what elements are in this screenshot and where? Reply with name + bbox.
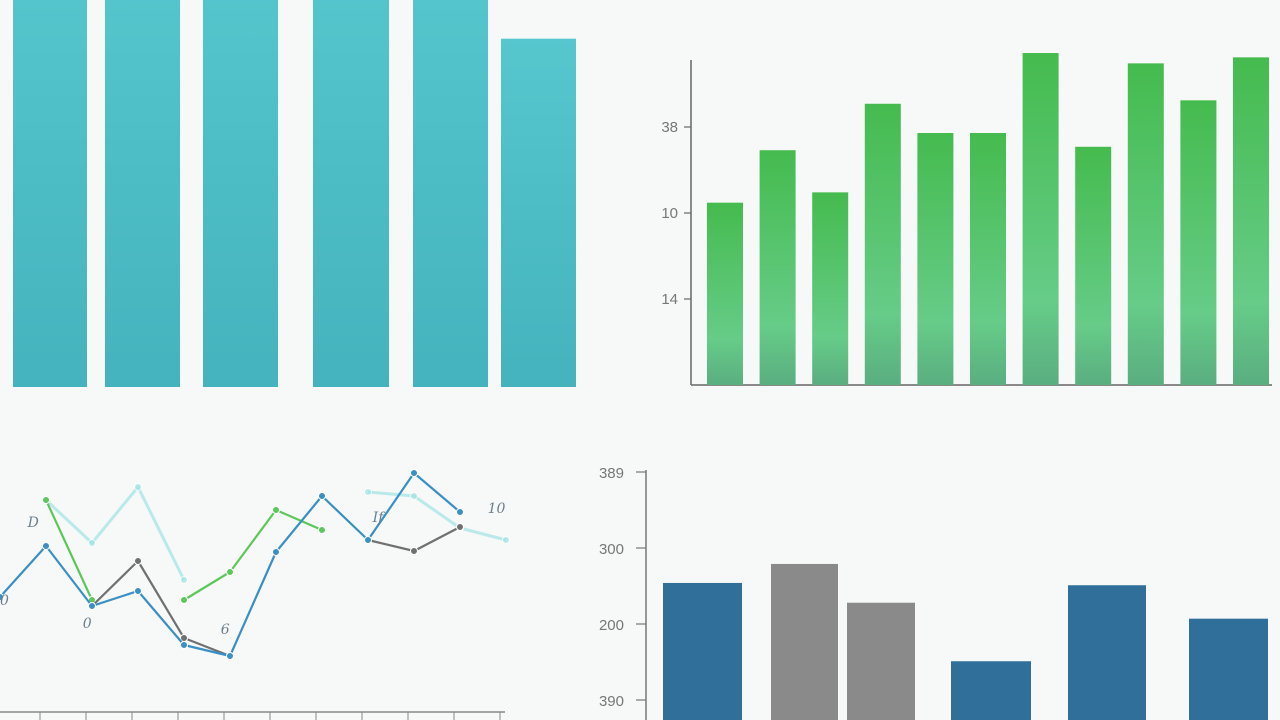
data-point bbox=[180, 576, 188, 584]
green-bar-chart: 14 10 38 bbox=[661, 53, 1272, 386]
teal-bar-chart bbox=[13, 0, 576, 387]
data-point bbox=[180, 596, 188, 604]
y-tick-label: 200 bbox=[599, 617, 624, 634]
bar bbox=[105, 0, 180, 387]
series-line bbox=[91, 559, 231, 658]
bar bbox=[771, 563, 838, 720]
data-point bbox=[502, 536, 510, 544]
series-line bbox=[44, 485, 186, 581]
data-point bbox=[410, 492, 418, 500]
data-point bbox=[134, 557, 142, 565]
blue-gray-bar-chart: 390 200 300 389 bbox=[599, 465, 1268, 720]
data-point bbox=[456, 508, 464, 516]
bar bbox=[501, 38, 576, 387]
data-point bbox=[180, 641, 188, 649]
data-label: 6 bbox=[221, 622, 230, 638]
data-point bbox=[226, 652, 234, 660]
data-point bbox=[134, 587, 142, 595]
data-point bbox=[410, 469, 418, 477]
y-tick-label: 38 bbox=[661, 119, 678, 136]
data-label: 0 bbox=[83, 616, 92, 632]
bar bbox=[413, 0, 488, 387]
bar bbox=[1075, 146, 1112, 385]
y-tick-label: 14 bbox=[661, 291, 678, 308]
bar bbox=[970, 133, 1006, 385]
data-label: D bbox=[27, 515, 39, 531]
data-point bbox=[364, 536, 372, 544]
bar bbox=[313, 0, 389, 387]
bar bbox=[812, 192, 849, 385]
bar bbox=[847, 602, 915, 720]
bar bbox=[1233, 57, 1269, 386]
line-chart: 0 D 0 6 If 10 bbox=[0, 469, 510, 720]
bar bbox=[864, 103, 901, 385]
bar bbox=[203, 0, 278, 387]
data-point bbox=[42, 542, 50, 550]
bar bbox=[1022, 53, 1059, 385]
data-point bbox=[456, 523, 464, 531]
y-tick-label: 390 bbox=[599, 693, 624, 710]
data-point bbox=[42, 496, 50, 504]
y-tick-label: 10 bbox=[661, 205, 678, 222]
data-point bbox=[272, 506, 280, 514]
bar bbox=[707, 202, 743, 385]
data-point bbox=[318, 526, 326, 534]
data-point bbox=[88, 602, 96, 610]
data-point bbox=[226, 568, 234, 576]
bar bbox=[1068, 585, 1146, 720]
y-tick-label: 389 bbox=[599, 465, 624, 482]
data-point bbox=[0, 593, 4, 601]
data-point bbox=[318, 492, 326, 500]
bar bbox=[1180, 100, 1217, 385]
y-tick-label: 300 bbox=[599, 541, 624, 558]
bar bbox=[759, 150, 796, 385]
series-line bbox=[45, 499, 93, 601]
data-point bbox=[272, 548, 280, 556]
bar bbox=[663, 582, 742, 720]
bar bbox=[1127, 63, 1164, 386]
data-label: 10 bbox=[488, 501, 506, 517]
data-point bbox=[364, 488, 372, 496]
bar bbox=[951, 661, 1031, 720]
data-point bbox=[88, 539, 96, 547]
data-point bbox=[134, 483, 142, 491]
series-line bbox=[183, 508, 323, 601]
bar bbox=[917, 133, 954, 385]
data-point bbox=[410, 547, 418, 555]
series-line bbox=[0, 471, 461, 658]
bar bbox=[1189, 618, 1268, 720]
data-label: 0 bbox=[0, 593, 9, 609]
data-label: If bbox=[372, 510, 387, 526]
bar bbox=[13, 0, 87, 387]
series-line bbox=[367, 490, 507, 542]
